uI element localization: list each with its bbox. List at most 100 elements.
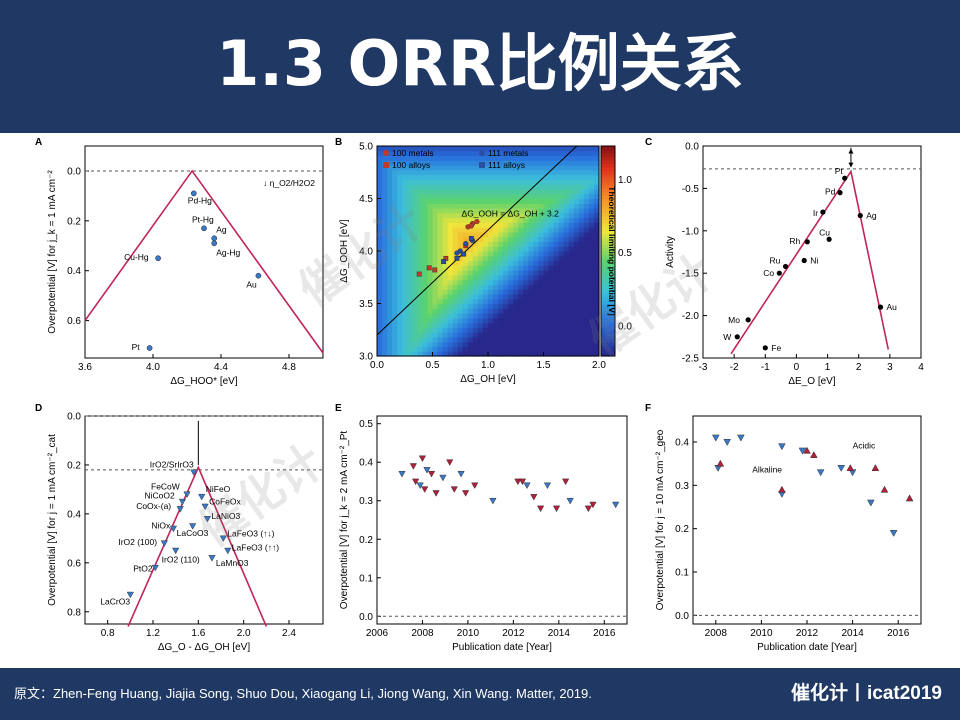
heatmap-cell	[412, 351, 418, 357]
heatmap-cell	[523, 346, 529, 352]
heatmap-cell	[503, 217, 509, 223]
heatmap-cell	[518, 336, 524, 343]
heatmap-cell	[427, 155, 434, 161]
heatmap-cell	[402, 255, 408, 262]
heatmap-cell	[427, 313, 434, 319]
data-point	[514, 478, 522, 486]
heatmap-cell	[432, 289, 439, 295]
heatmap-cell	[498, 198, 504, 204]
heatmap-cell	[412, 169, 418, 176]
heatmap-cell	[588, 270, 595, 276]
heatmap-cell	[538, 298, 545, 305]
heatmap-cell	[412, 260, 418, 266]
heatmap-cell	[442, 322, 449, 328]
heatmap-cell	[482, 255, 489, 262]
heatmap-cell	[588, 169, 595, 176]
heatmap-cell	[558, 155, 565, 161]
heatmap-cell	[437, 179, 444, 185]
colorbar-cell	[601, 289, 615, 294]
heatmap-cell	[462, 298, 469, 305]
heatmap-cell	[593, 260, 600, 266]
colorbar-cell	[601, 167, 615, 172]
heatmap-cell	[387, 241, 393, 247]
data-point	[716, 459, 725, 467]
heatmap-cell	[533, 198, 540, 204]
heatmap-cell	[432, 284, 439, 290]
heatmap-cell	[543, 203, 550, 209]
data-point	[439, 474, 447, 482]
heatmap-cell	[442, 155, 449, 161]
heatmap-cell	[548, 236, 555, 243]
heatmap-cell	[498, 303, 504, 309]
data-point	[427, 470, 436, 478]
heatmap-cell	[377, 284, 383, 290]
heatmap-cell	[493, 303, 499, 309]
heatmap-cell	[593, 174, 600, 181]
data-point	[426, 265, 432, 271]
heatmap-cell	[452, 236, 459, 243]
heatmap-cell	[488, 293, 494, 300]
heatmap-cell	[543, 227, 550, 233]
heatmap-cell	[563, 303, 570, 309]
heatmap-cell	[392, 251, 398, 257]
heatmap-cell	[543, 351, 550, 357]
heatmap-cell	[578, 179, 585, 185]
heatmap-cell	[528, 351, 535, 357]
data-point	[816, 469, 825, 477]
heatmap-cell	[392, 169, 398, 176]
heatmap-cell	[452, 298, 459, 305]
heatmap-cell	[523, 236, 529, 243]
heatmap-cell	[503, 198, 509, 204]
heatmap-cell	[402, 265, 408, 271]
heatmap-cell	[402, 165, 408, 171]
heatmap-cell	[493, 179, 499, 185]
heatmap-cell	[467, 241, 474, 247]
heatmap-cell	[543, 231, 550, 238]
heatmap-cell	[503, 298, 509, 305]
point-label: LaFeO3 (↑↓)	[227, 528, 274, 538]
heatmap-cell	[548, 341, 555, 348]
heatmap-cell	[462, 169, 469, 176]
heatmap-cell	[427, 255, 434, 262]
heatmap-cell	[392, 289, 398, 295]
heatmap-cell	[452, 165, 459, 171]
heatmap-cell	[482, 150, 489, 157]
heatmap-cell	[493, 241, 499, 247]
y-tick-label: 0.1	[359, 573, 373, 584]
heatmap-cell	[503, 146, 509, 152]
heatmap-cell	[558, 231, 565, 238]
heatmap-cell	[588, 188, 595, 195]
heatmap-cell	[392, 208, 398, 214]
heatmap-cell	[412, 227, 418, 233]
heatmap-cell	[402, 308, 408, 314]
heatmap-cell	[387, 332, 393, 338]
heatmap-cell	[553, 198, 560, 204]
heatmap-cell	[583, 303, 590, 309]
data-point	[126, 591, 134, 599]
heatmap-cell	[538, 284, 545, 290]
heatmap-cell	[472, 313, 479, 319]
heatmap-cell	[558, 322, 565, 328]
heatmap-cell	[578, 332, 585, 338]
heatmap-cell	[498, 150, 504, 157]
heatmap-cell	[593, 293, 600, 300]
heatmap-cell	[498, 160, 504, 166]
heatmap-cell	[578, 150, 585, 157]
data-point	[203, 515, 212, 523]
heatmap-cell	[467, 308, 474, 314]
data-point	[468, 223, 474, 229]
heatmap-cell	[558, 174, 565, 181]
heatmap-cell	[488, 322, 494, 328]
colorbar-cell	[601, 307, 615, 312]
heatmap-cell	[573, 322, 580, 328]
heatmap-cell	[392, 308, 398, 314]
heatmap-cell	[528, 174, 535, 181]
heatmap-cell	[407, 150, 413, 157]
heatmap-cell	[397, 265, 403, 271]
heatmap-cell	[583, 251, 590, 257]
heatmap-cell	[563, 236, 570, 243]
heatmap-cell	[508, 332, 514, 338]
heatmap-cell	[472, 241, 479, 247]
heatmap-cell	[447, 165, 454, 171]
heatmap-cell	[422, 150, 429, 157]
